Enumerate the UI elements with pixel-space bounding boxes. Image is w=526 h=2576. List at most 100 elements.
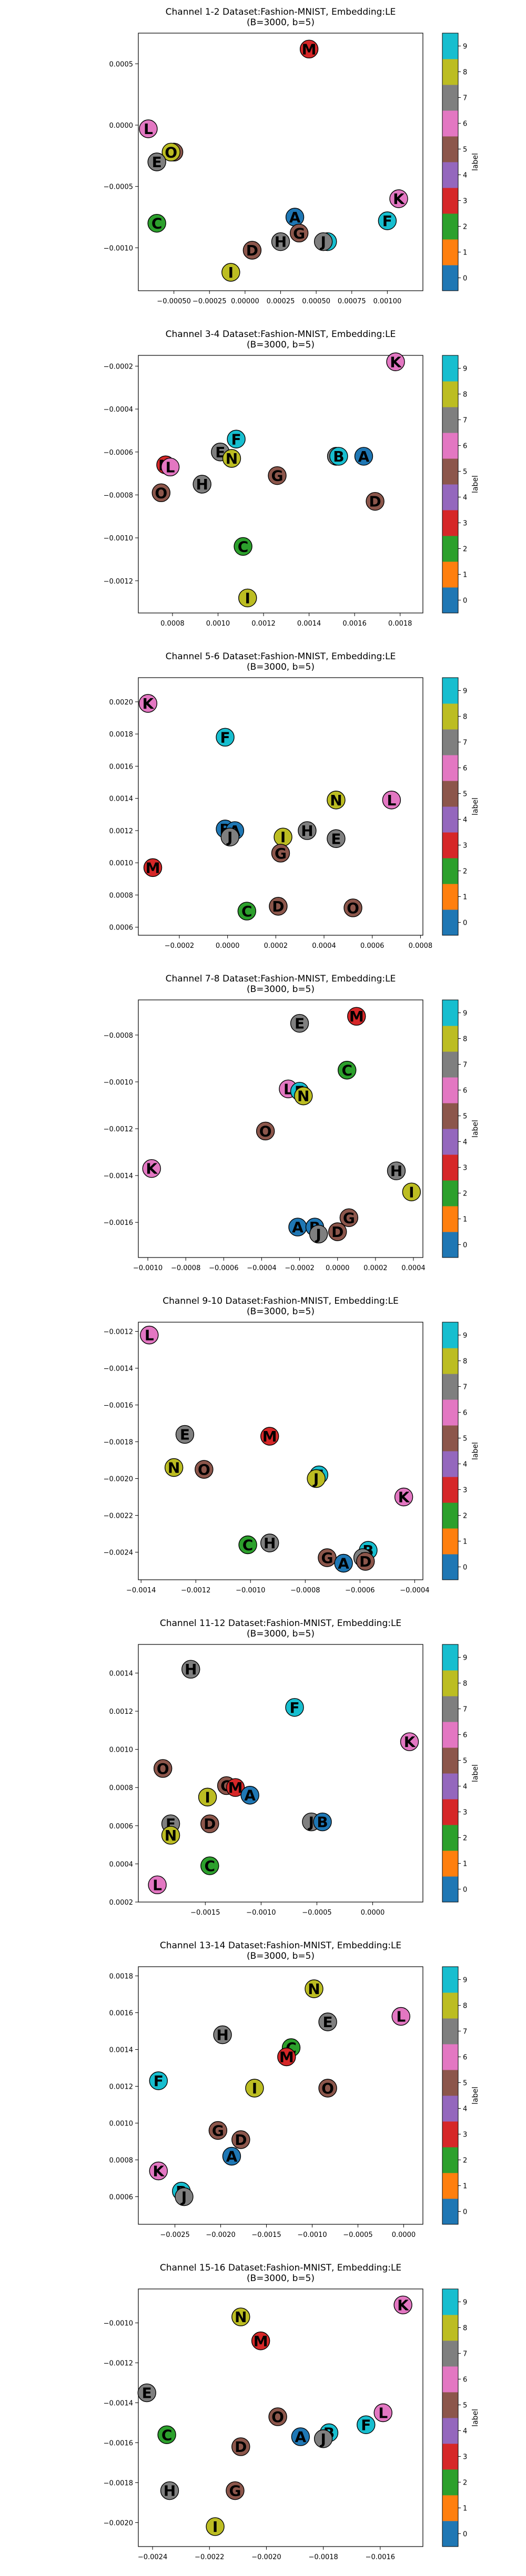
data-point: H bbox=[271, 232, 290, 251]
colorbar-tick-label: 1 bbox=[463, 1861, 467, 1868]
data-point: H bbox=[387, 1161, 406, 1180]
point-marker bbox=[294, 1086, 313, 1106]
data-point: G bbox=[339, 1208, 359, 1227]
x-tick-label: −0.0005 bbox=[302, 1909, 331, 1917]
point-marker bbox=[157, 2425, 176, 2444]
x-tick-label: 0.0000 bbox=[326, 1264, 350, 1272]
point-marker bbox=[328, 1222, 347, 1241]
data-point: I bbox=[221, 263, 240, 282]
data-point: K bbox=[394, 1487, 413, 1507]
data-point: N bbox=[305, 1979, 323, 1998]
colorbar-tick-label: 0 bbox=[463, 919, 467, 927]
point-marker bbox=[237, 902, 257, 921]
point-label: G bbox=[343, 1209, 355, 1226]
chart-title: Channel 15-16 Dataset:Fashion-MNIST, Emb… bbox=[160, 2263, 401, 2273]
point-label: L bbox=[153, 1876, 162, 1894]
plot-area bbox=[138, 1966, 423, 2225]
colorbar-frame bbox=[442, 2288, 459, 2547]
x-tick-label: −0.0002 bbox=[285, 1264, 314, 1272]
colorbar-tick-label: 0 bbox=[463, 2531, 467, 2539]
colorbar-tick-label: 9 bbox=[463, 365, 467, 373]
y-tick-label: 0.0010 bbox=[109, 1746, 134, 1754]
point-marker bbox=[329, 447, 348, 466]
point-marker bbox=[216, 728, 235, 747]
chart-title: Channel 9-10 Dataset:Fashion-MNIST, Embe… bbox=[163, 1296, 399, 1306]
data-point: H bbox=[298, 821, 317, 840]
point-marker bbox=[161, 1826, 180, 1845]
colorbar-tick-label: 5 bbox=[463, 1757, 467, 1765]
colorbar-tick-label: 9 bbox=[463, 2299, 467, 2307]
colorbar-segment bbox=[442, 2495, 458, 2521]
colorbar-tick-label: 2 bbox=[463, 223, 467, 231]
colorbar-segment bbox=[442, 2418, 458, 2444]
colorbar-tick-label: 8 bbox=[463, 1358, 467, 1366]
colorbar-tick-label: 2 bbox=[463, 2157, 467, 2165]
data-point: J bbox=[309, 1224, 328, 1244]
data-point: A bbox=[285, 208, 305, 227]
colorbar-segment bbox=[442, 2366, 458, 2393]
colorbar-tick-label: 1 bbox=[463, 1216, 467, 1224]
x-tick-label: 0.0000 bbox=[216, 942, 240, 950]
x-tick-label: −0.0008 bbox=[171, 1264, 200, 1272]
data-point: C bbox=[237, 902, 257, 921]
data-point: L bbox=[148, 1875, 167, 1895]
point-marker bbox=[164, 1458, 184, 1477]
point-marker bbox=[356, 1552, 375, 1571]
y-tick-label: −0.0018 bbox=[104, 2479, 133, 2487]
data-point: B bbox=[329, 447, 348, 466]
y-tick-label: −0.0014 bbox=[104, 1172, 133, 1180]
colorbar-tick-label: 4 bbox=[463, 2105, 467, 2113]
x-tick-label: 0.00100 bbox=[373, 298, 401, 305]
point-label: A bbox=[358, 448, 370, 465]
colorbar-tick-label: 0 bbox=[463, 1886, 467, 1894]
colorbar-segment bbox=[442, 1644, 458, 1671]
point-marker bbox=[148, 1875, 167, 1895]
point-marker bbox=[291, 2427, 310, 2446]
colorbar-segment bbox=[442, 1451, 458, 1477]
colorbar-segment bbox=[442, 587, 458, 614]
point-label: O bbox=[321, 2080, 334, 2097]
data-point: F bbox=[149, 2071, 168, 2090]
data-point: C bbox=[234, 537, 252, 556]
point-marker bbox=[251, 2332, 270, 2350]
data-point: J bbox=[313, 2429, 333, 2448]
colorbar-segment bbox=[442, 2289, 458, 2315]
point-marker bbox=[231, 2307, 250, 2326]
point-marker bbox=[366, 492, 385, 511]
y-tick-label: 0.0010 bbox=[109, 2120, 134, 2128]
colorbar-segment bbox=[442, 1696, 458, 1722]
point-label: K bbox=[142, 695, 154, 712]
y-tick-label: −0.0008 bbox=[104, 1032, 133, 1040]
x-tick-label: −0.00025 bbox=[193, 298, 227, 305]
data-point: J bbox=[313, 232, 333, 251]
data-point: D bbox=[231, 2437, 250, 2456]
colorbar-segment bbox=[442, 2469, 458, 2496]
point-marker bbox=[313, 1812, 332, 1832]
data-point: O bbox=[318, 2079, 337, 2098]
colorbar-tick-label: 3 bbox=[463, 842, 467, 850]
point-marker bbox=[268, 2407, 287, 2426]
x-tick-label: 0.0004 bbox=[401, 1264, 426, 1272]
colorbar-tick-label: 1 bbox=[463, 2183, 467, 2191]
y-tick-label: 0.0000 bbox=[109, 122, 134, 130]
colorbar-tick-label: 1 bbox=[463, 1538, 467, 1546]
colorbar-tick-label: 7 bbox=[463, 1706, 467, 1714]
point-label: C bbox=[161, 2426, 173, 2444]
data-point: G bbox=[271, 844, 290, 863]
point-marker bbox=[245, 2079, 264, 2098]
point-marker bbox=[373, 2403, 392, 2422]
plot-area bbox=[138, 677, 423, 936]
point-label: N bbox=[235, 2308, 247, 2326]
point-marker bbox=[313, 232, 333, 251]
colorbar: 0 1 2 3 4 5 6 7 8 9 label bbox=[442, 2288, 480, 2547]
chart-title: Channel 3-4 Dataset:Fashion-MNIST, Embed… bbox=[166, 329, 396, 340]
x-tick-label: −0.0014 bbox=[126, 1587, 156, 1594]
chart-panel-8: Channel 15-16 Dataset:Fashion-MNIST, Emb… bbox=[104, 2263, 480, 2561]
colorbar-segment bbox=[442, 2444, 458, 2470]
data-point: G bbox=[226, 2481, 245, 2500]
point-label: G bbox=[212, 2122, 224, 2140]
colorbar-tick-label: 1 bbox=[463, 249, 467, 257]
point-label: I bbox=[409, 1183, 414, 1201]
y-tick-label: 0.0004 bbox=[109, 1861, 134, 1868]
point-label: F bbox=[382, 212, 392, 230]
